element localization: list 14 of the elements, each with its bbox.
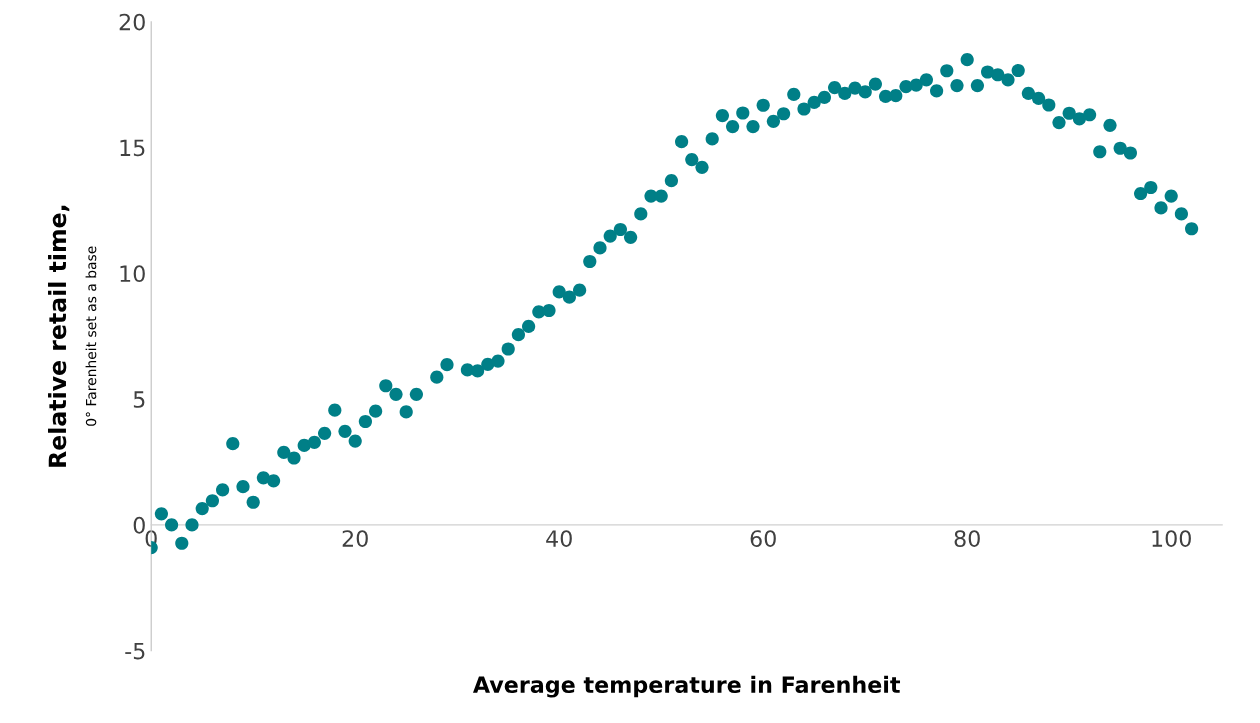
- y-tick-label: 10: [120, 265, 145, 283]
- y-tick-label: -5: [125, 642, 145, 660]
- x-tick-label: 20: [342, 530, 368, 547]
- x-tick-label: 100: [1152, 530, 1191, 547]
- y-tick-label: 5: [133, 391, 145, 408]
- x-axis-title: Average temperature in Farenheit: [472, 675, 901, 698]
- y-tick-label: 20: [119, 13, 145, 31]
- y-tick-label: 15: [120, 139, 145, 157]
- y-tick-label: 0: [133, 516, 145, 534]
- y-axis-title: Relative retail time,: [48, 205, 70, 467]
- x-tick-label: 40: [546, 530, 572, 547]
- text: 0° Farenheit set as a base: [85, 246, 97, 426]
- x-tick-label: 80: [954, 530, 980, 547]
- x-tick-label: 60: [750, 530, 776, 547]
